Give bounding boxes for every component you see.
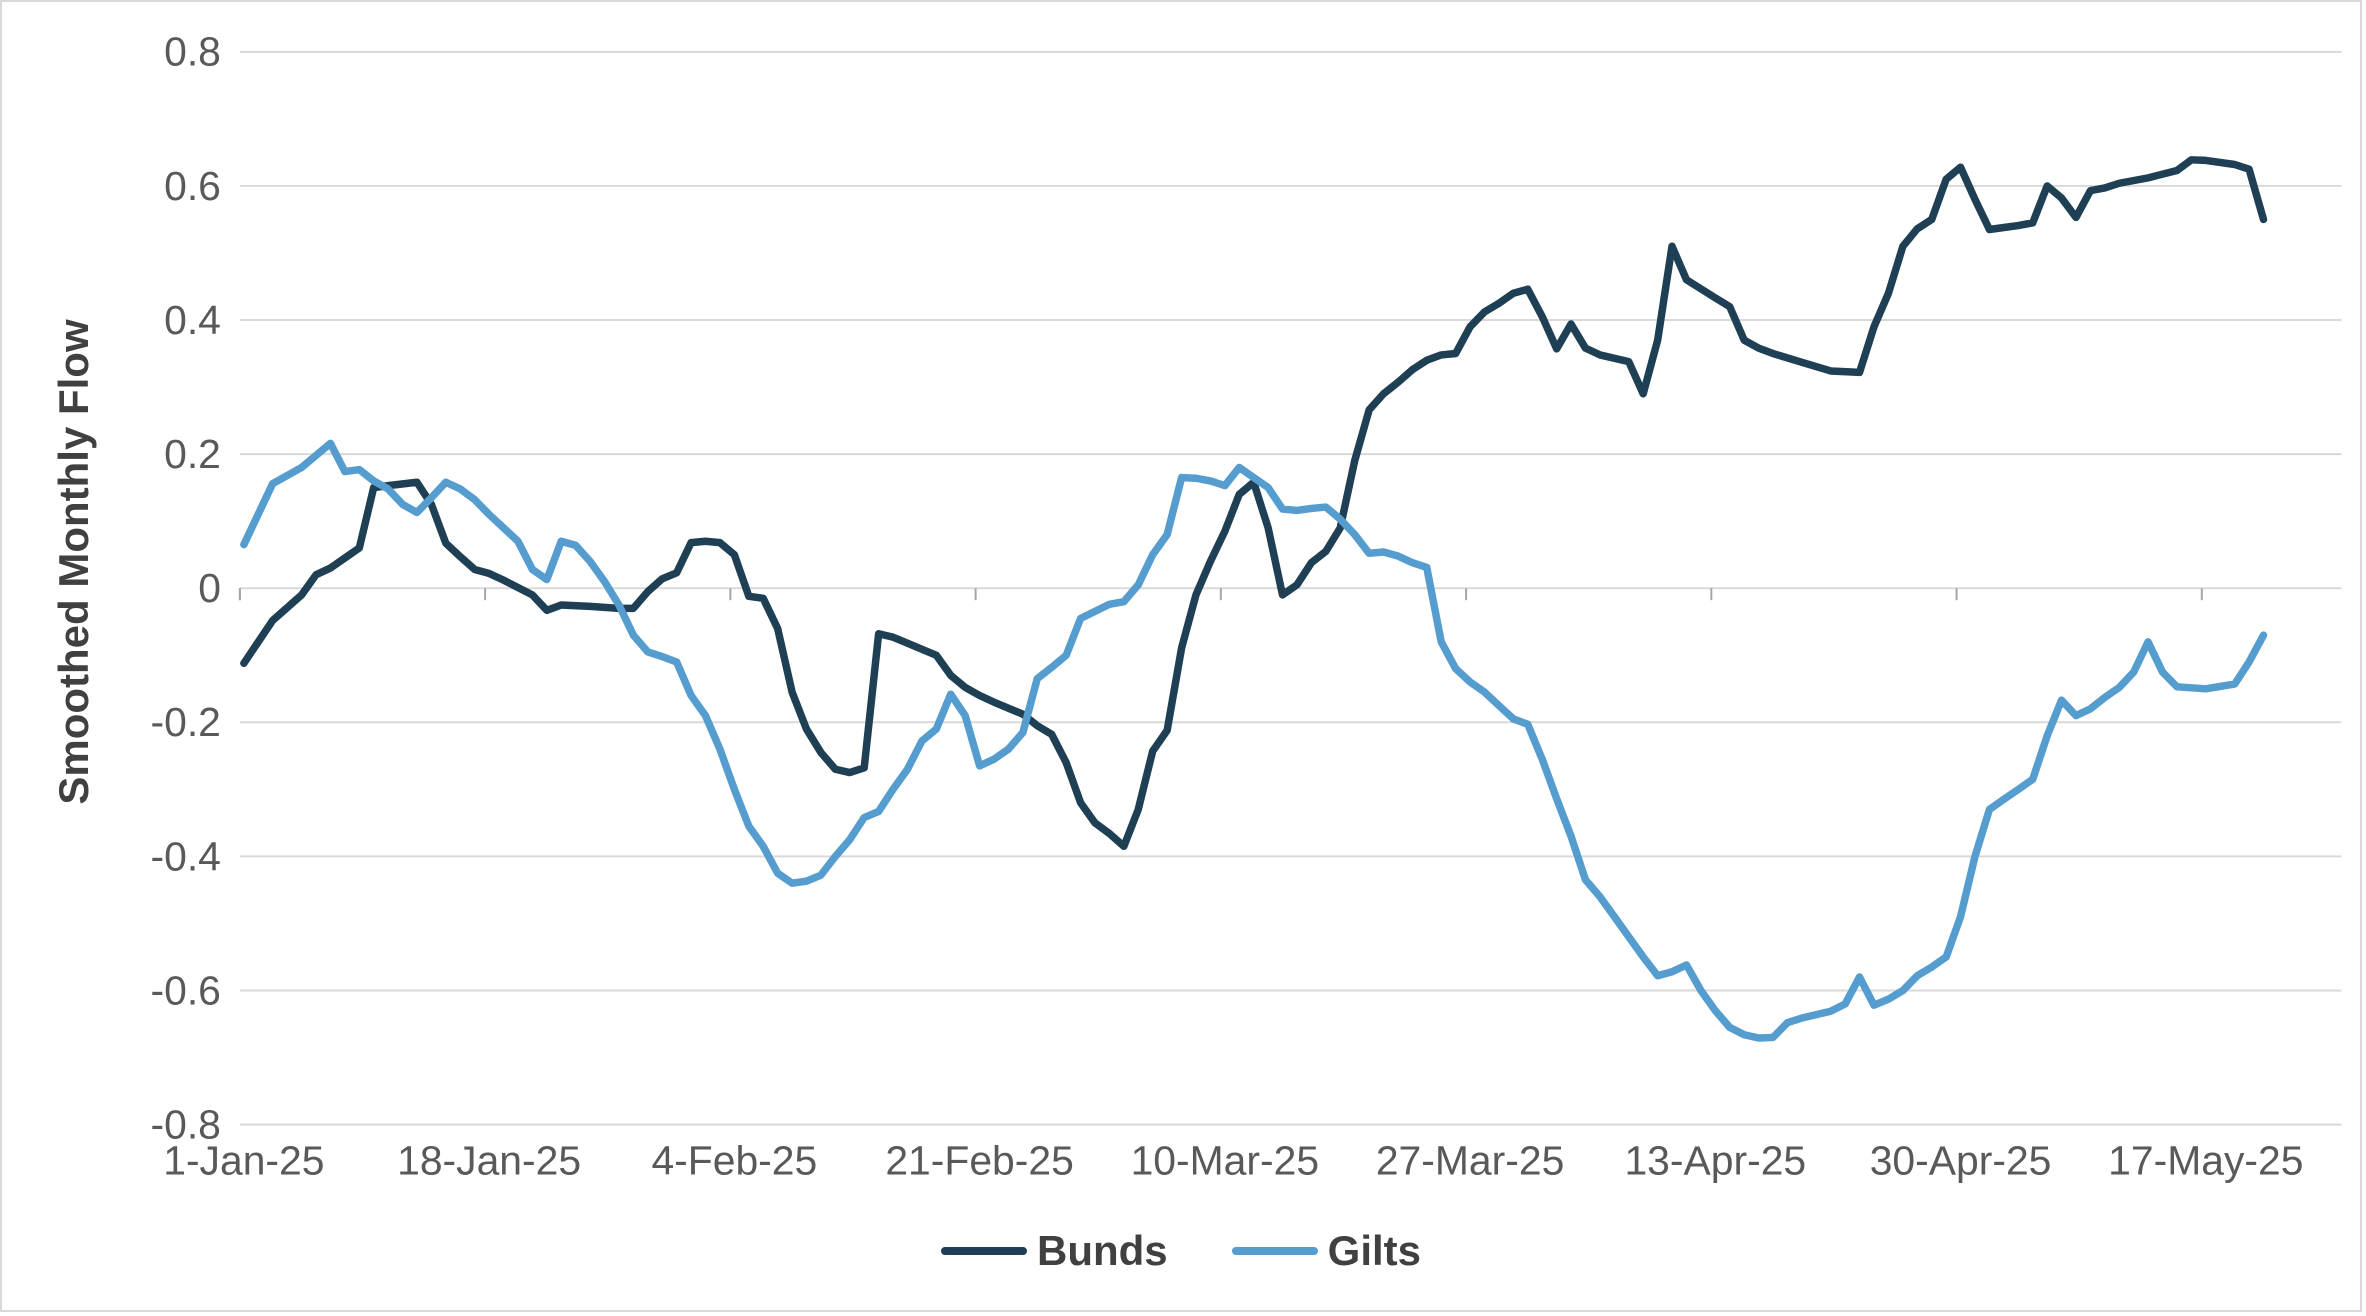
x-tick-label: 13-Apr-25 bbox=[1624, 1137, 1806, 1183]
legend-label-bunds: Bunds bbox=[1036, 1227, 1168, 1274]
x-tick-label: 1-Jan-25 bbox=[163, 1137, 324, 1183]
legend-label-gilts: Gilts bbox=[1327, 1227, 1422, 1274]
y-tick-label: -0.2 bbox=[151, 699, 221, 745]
y-axis-title: Smoothed Monthly Flow bbox=[50, 319, 97, 805]
legend-item-bunds[interactable]: Bunds bbox=[940, 1227, 1168, 1274]
x-tick-label: 4-Feb-25 bbox=[651, 1137, 817, 1183]
x-tick-label: 18-Jan-25 bbox=[397, 1137, 581, 1183]
x-tick-label: 10-Mar-25 bbox=[1131, 1137, 1319, 1183]
x-tick-label: 27-Mar-25 bbox=[1376, 1137, 1564, 1183]
gilts-line-swatch bbox=[1231, 1247, 1318, 1255]
series-line-bunds[interactable] bbox=[240, 156, 2268, 851]
y-tick-label: 0 bbox=[198, 565, 221, 611]
y-tick-label: 0.8 bbox=[164, 29, 221, 75]
y-tick-label: -0.6 bbox=[151, 967, 221, 1013]
y-tick-label: 0.6 bbox=[164, 163, 221, 209]
legend: Bunds Gilts bbox=[940, 1227, 1422, 1274]
x-tick-label: 30-Apr-25 bbox=[1870, 1137, 2052, 1183]
series-line-gilts[interactable] bbox=[240, 439, 2268, 1042]
bunds-line-swatch bbox=[940, 1247, 1027, 1255]
legend-item-gilts[interactable]: Gilts bbox=[1231, 1227, 1422, 1274]
y-tick-label: 0.4 bbox=[164, 297, 221, 343]
y-tick-label: -0.4 bbox=[151, 833, 221, 879]
x-tick-label: 17-May-25 bbox=[2108, 1137, 2303, 1183]
y-tick-label: -0.8 bbox=[151, 1101, 221, 1147]
x-tick-label: 21-Feb-25 bbox=[885, 1137, 1074, 1183]
y-tick-label: 0.2 bbox=[164, 431, 221, 477]
